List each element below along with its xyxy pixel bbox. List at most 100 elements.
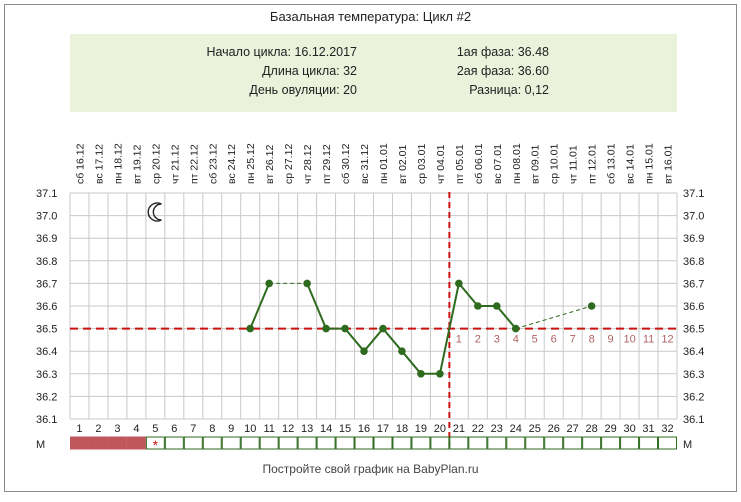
day-number-label: 9 <box>228 423 234 435</box>
menstruation-cell <box>373 436 393 450</box>
date-label: вс 31.12 <box>359 144 371 184</box>
date-label: сб 13.01 <box>606 143 618 184</box>
menstruation-cell <box>449 436 469 450</box>
date-label: вс 07.01 <box>492 144 504 184</box>
date-label: пн 01.01 <box>378 143 390 184</box>
menstruation-cell <box>221 436 241 450</box>
chart-title: Базальная температура: Цикл #2 <box>269 9 472 24</box>
crescent-moon-icon <box>147 202 162 222</box>
data-point <box>265 279 273 288</box>
date-label: пт 12.01 <box>587 144 599 184</box>
date-label: сб 16.12 <box>74 143 86 184</box>
menstruation-cell <box>658 436 677 450</box>
menstruation-cell <box>354 436 374 450</box>
phase2-day-number: 8 <box>589 334 595 346</box>
menstruation-cell <box>487 436 507 450</box>
y-tick-label-right: 36.9 <box>683 233 704 245</box>
date-label: вт 09.01 <box>530 144 542 184</box>
y-tick-label-right: 37.1 <box>683 188 704 200</box>
data-point <box>246 324 255 333</box>
date-label: пн 08.01 <box>511 143 523 184</box>
date-label: пн 18.12 <box>112 143 124 184</box>
footer-link[interactable]: Постройте свой график на BabyPlan.ru <box>262 462 479 476</box>
y-tick-label-left: 37.1 <box>36 188 57 200</box>
menstruation-cell <box>278 436 298 450</box>
menstruation-cell <box>620 436 640 450</box>
m-label-right: М <box>683 439 692 451</box>
y-tick-label-right: 36.5 <box>683 324 704 336</box>
y-tick-label-right: 36.1 <box>683 414 704 426</box>
date-label: вт 02.01 <box>397 144 409 184</box>
data-point <box>455 279 463 288</box>
cycle-info-panel: Начало цикла: 16.12.2017 Длина цикла: 32… <box>70 34 677 112</box>
day-number-label: 19 <box>415 423 427 435</box>
phase2-day-number: 7 <box>570 334 576 346</box>
menstruation-cell <box>639 436 659 450</box>
series-segment <box>363 327 384 352</box>
day-number-label: 6 <box>171 423 177 435</box>
date-label: вс 24.12 <box>226 144 238 184</box>
day-number-label: 15 <box>339 423 351 435</box>
y-tick-label-left: 36.3 <box>36 369 57 381</box>
marker-asterisk: * <box>153 437 159 453</box>
series-segment <box>249 283 271 329</box>
y-tick-label-left: 36.9 <box>36 233 57 245</box>
menstruation-cell <box>107 436 127 450</box>
data-point <box>379 324 387 333</box>
y-tick-label-right: 36.7 <box>683 278 704 290</box>
menstruation-cell <box>506 436 526 450</box>
y-tick-label-left: 36.4 <box>36 346 57 358</box>
y-tick-label-left: 37.0 <box>36 211 57 223</box>
y-tick-label-right: 36.3 <box>683 369 704 381</box>
day-number-label: 16 <box>358 423 370 435</box>
day-number-label: 12 <box>282 423 294 435</box>
day-number-label: 32 <box>661 423 673 435</box>
y-tick-label-left: 36.6 <box>36 301 57 313</box>
menstruation-cell <box>316 436 336 450</box>
m-label-left: М <box>36 439 45 451</box>
data-point <box>322 324 330 333</box>
y-tick-label-left: 36.8 <box>36 256 57 268</box>
day-number-label: 3 <box>114 423 120 435</box>
date-label: пн 25.12 <box>245 143 257 184</box>
day-number-label: 20 <box>434 423 446 435</box>
day-number-label: 28 <box>586 423 598 435</box>
day-number-label: 18 <box>396 423 408 435</box>
date-label: вт 19.12 <box>131 144 143 184</box>
menstruation-cell <box>183 436 203 450</box>
series-segment <box>344 327 365 352</box>
date-label: ср 27.12 <box>283 144 295 184</box>
phase2-day-number: 5 <box>532 334 538 346</box>
day-number-label: 31 <box>642 423 654 435</box>
day-number-label: 14 <box>320 423 332 435</box>
menstruation-cell <box>335 436 355 450</box>
day-number-label: 27 <box>567 423 579 435</box>
data-point <box>341 324 349 333</box>
menstruation-cell <box>164 436 184 450</box>
menstruation-cell <box>392 436 412 450</box>
menstruation-cell <box>126 436 146 450</box>
date-label: чт 11.01 <box>568 145 580 184</box>
cycle-length-text: Длина цикла: 32 <box>262 64 357 78</box>
day-number-label: 22 <box>472 423 484 435</box>
menstruation-cell <box>544 436 564 450</box>
series-gap-segment <box>515 305 592 330</box>
day-number-label: 11 <box>263 423 274 435</box>
menstruation-cell <box>202 436 222 450</box>
series-segment <box>382 327 403 352</box>
data-point <box>511 324 520 333</box>
date-label: сб 06.01 <box>473 143 485 184</box>
data-point <box>398 347 406 356</box>
y-tick-label-left: 36.5 <box>36 324 57 336</box>
y-tick-label-right: 36.8 <box>683 256 704 268</box>
date-label: вт 16.01 <box>663 144 675 184</box>
series-segment <box>401 350 422 375</box>
day-number-label: 21 <box>453 423 465 435</box>
date-label: пт 22.12 <box>188 144 200 184</box>
date-label: ср 03.01 <box>416 144 428 184</box>
day-number-label: 7 <box>190 423 196 435</box>
day-number-label: 13 <box>301 423 313 435</box>
menstruation-cell <box>240 436 260 450</box>
menstruation-cell <box>297 436 317 450</box>
difference-text: Разница: 0,12 <box>469 83 549 97</box>
